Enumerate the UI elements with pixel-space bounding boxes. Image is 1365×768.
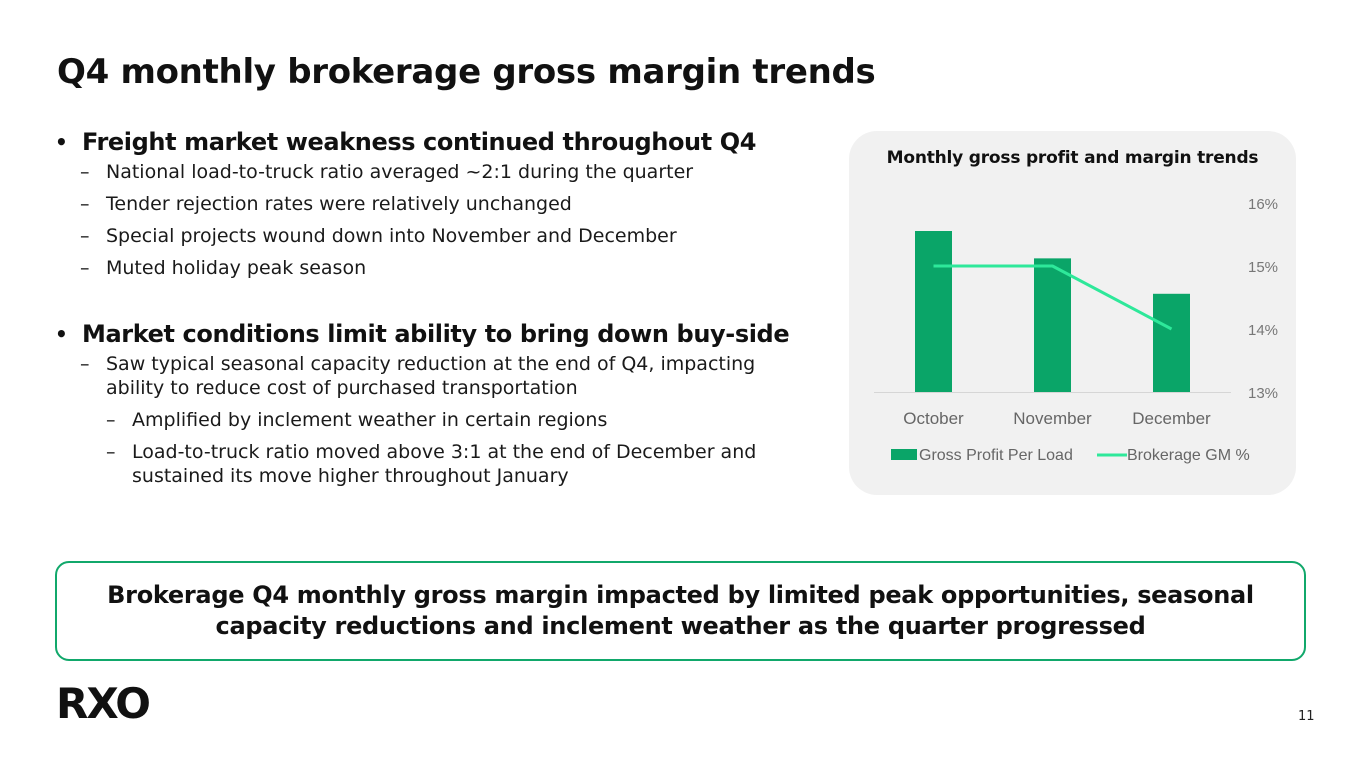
- chart-card: Monthly gross profit and margin trends 1…: [849, 131, 1296, 495]
- page-title: Q4 monthly brokerage gross margin trends: [57, 52, 876, 92]
- bullet-item: – Muted holiday peak season: [80, 257, 367, 279]
- bullet-item: – Special projects wound down into Novemb…: [80, 225, 677, 247]
- bullet-section-market: • Market conditions limit ability to brin…: [55, 318, 815, 496]
- bar-november: [1034, 258, 1071, 392]
- bullet-heading: • Market conditions limit ability to brin…: [55, 320, 790, 348]
- chart-title: Monthly gross profit and margin trends: [886, 148, 1259, 168]
- legend-bar-swatch: [891, 449, 917, 460]
- legend-line-label: Brokerage GM %: [1127, 447, 1250, 464]
- x-tick-label: October: [903, 409, 964, 428]
- x-tick-label: November: [1013, 409, 1092, 428]
- y2-tick-label: 15%: [1248, 259, 1278, 276]
- bullet-heading: • Freight market weakness continued throu…: [55, 128, 757, 156]
- bullet-subitem: – Amplified by inclement weather in certa…: [106, 409, 608, 431]
- bullet-item: – National load-to-truck ratio averaged ~…: [80, 161, 694, 183]
- callout-text: Brokerage Q4 monthly gross margin impact…: [107, 581, 1254, 640]
- rxo-logo: RXO: [56, 679, 151, 728]
- y2-tick-label: 14%: [1248, 322, 1278, 339]
- page-number: 11: [1298, 709, 1315, 724]
- gm-percent-line: [933, 264, 1173, 331]
- bullet-subitem: – Load-to-truck ratio moved above 3:1 at …: [106, 441, 757, 487]
- bullet-item: – Saw typical seasonal capacity reduction…: [80, 353, 756, 399]
- x-tick-label: December: [1132, 409, 1211, 428]
- legend-bar-label: Gross Profit Per Load: [919, 447, 1073, 464]
- y2-tick-label: 13%: [1248, 385, 1278, 402]
- bullet-item: – Tender rejection rates were relatively …: [80, 193, 572, 215]
- y2-tick-label: 16%: [1248, 196, 1278, 213]
- bar-october: [915, 231, 952, 392]
- callout-box: Brokerage Q4 monthly gross margin impact…: [55, 561, 1306, 661]
- gross-profit-margin-chart: 16% 15% 14% 13% October November December Gross…: [874, 196, 1278, 464]
- bar-december: [1153, 293, 1190, 392]
- bullet-section-freight: • Freight market weakness continued throu…: [55, 126, 815, 288]
